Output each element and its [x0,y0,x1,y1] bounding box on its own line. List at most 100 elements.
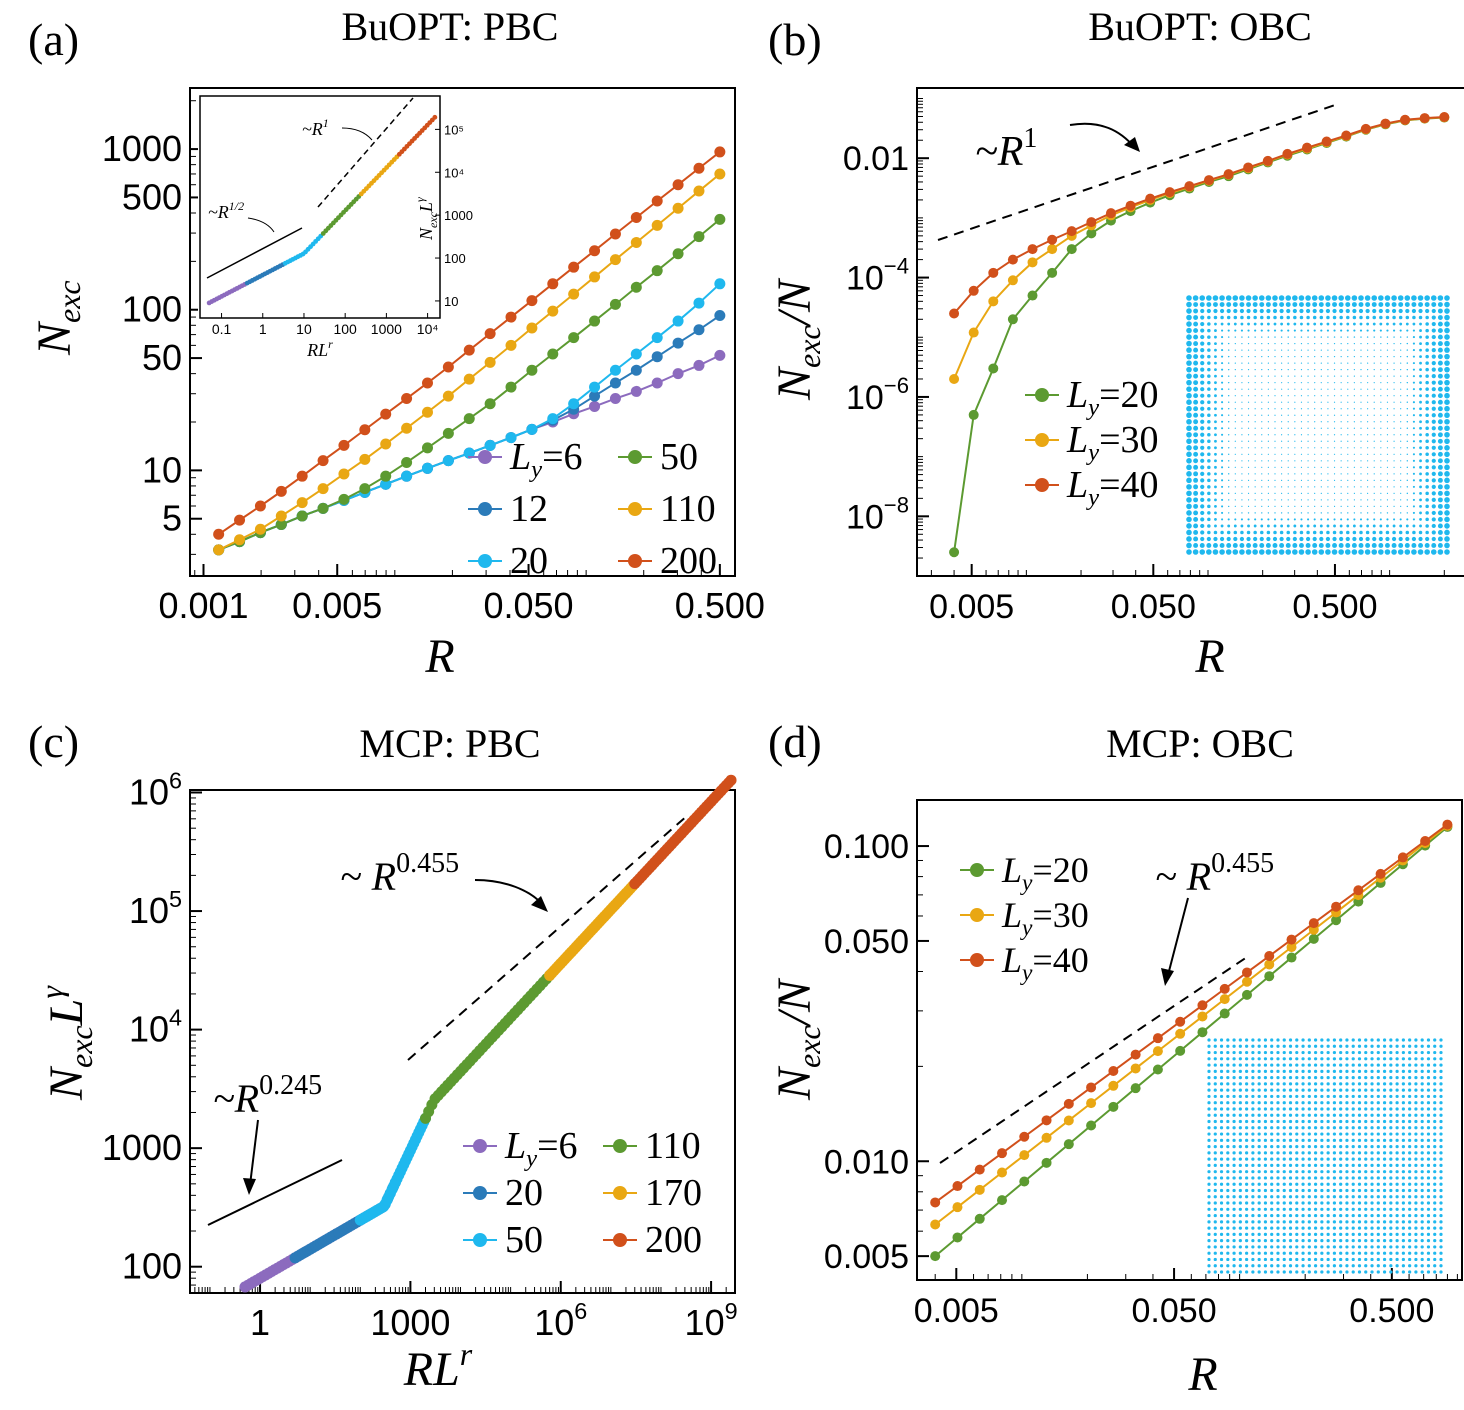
lattice-site [1287,362,1289,364]
lattice-site [1288,1151,1293,1155]
lattice-site [1379,329,1382,332]
data-point [1282,148,1293,159]
lattice-site [1288,1170,1293,1174]
lattice-site [1404,302,1410,307]
lattice-site [1186,386,1192,392]
lattice-site [1226,1038,1230,1042]
lattice-site [1295,1151,1299,1155]
lattice-site [1233,530,1238,535]
lattice-site [1261,395,1263,397]
panel-b-frame [916,87,1464,577]
lattice-site [1351,1257,1355,1262]
legend-value: =40 [1099,464,1158,506]
lattice-site [1294,473,1296,475]
lattice-site [1401,1113,1405,1117]
lattice-site [1347,362,1349,364]
lattice-site [1254,349,1256,351]
lattice-site [1431,510,1436,516]
lattice-site [1366,524,1370,528]
lattice-site [1420,1239,1424,1243]
lattice-site [1186,438,1192,445]
lattice-site [1186,536,1192,542]
lattice-site [1419,433,1422,437]
lattice-site [1412,342,1415,345]
lattice-site [1314,453,1316,455]
lattice-site [1313,1050,1318,1055]
lattice-site [1364,1270,1368,1274]
lattice-site [1274,356,1276,358]
lattice-site [1420,1264,1424,1268]
lattice-site [1444,399,1450,406]
lattice-site [1382,1094,1387,1099]
lattice-site [1357,1232,1362,1236]
lattice-site [1439,1138,1443,1142]
lattice-site [1320,1220,1324,1224]
lattice-site [1345,1138,1349,1142]
lattice-site [1364,549,1371,555]
lattice-site [1364,1069,1368,1073]
lattice-site [1382,1251,1387,1255]
lattice-site [1417,549,1424,555]
lattice-site [1220,322,1224,326]
lattice-site [1219,536,1225,542]
lattice-site [1433,1119,1437,1124]
lattice-site [1214,322,1217,326]
lattice-site [1405,524,1409,528]
lattice-site [1214,518,1217,521]
data-point [1086,228,1097,239]
lattice-site [1207,485,1211,489]
lattice-site [1213,1144,1217,1149]
lattice-site [1251,1038,1255,1042]
lattice-site [1314,382,1316,384]
lattice-site [1213,1157,1217,1161]
lattice-site [1406,486,1409,488]
lattice-site [1299,302,1304,307]
lattice-site [1367,375,1369,377]
lattice-site [1292,308,1297,314]
lattice-site [1340,440,1342,442]
lattice-site [1345,1170,1349,1174]
lattice-site [1395,1157,1399,1161]
lattice-site [1294,401,1296,403]
inset-background [198,95,442,320]
lattice-site [1406,355,1409,358]
lattice-site [1433,1176,1437,1180]
lattice-site [1313,1063,1318,1067]
lattice-site [1300,460,1303,462]
y-tick-exponent: −6 [884,373,909,398]
lattice-site [1333,421,1336,423]
lattice-site [1393,336,1395,338]
lattice-site [1393,329,1396,332]
lattice-site [1333,479,1336,481]
lattice-site [1193,399,1199,405]
lattice-site [1307,1132,1311,1136]
lattice-site [1370,1094,1374,1099]
data-point [338,468,350,480]
lattice-site [1380,342,1382,345]
lattice-site [1260,322,1264,326]
lattice-site [1414,1076,1418,1080]
lattice-site [1376,1170,1380,1174]
data-point [1308,918,1319,929]
lattice-site [1207,504,1211,509]
lattice-site [1245,1213,1249,1218]
lattice-site [1213,1126,1217,1130]
lattice-site [1380,375,1382,377]
lattice-site [1257,1113,1261,1117]
lattice-site [1382,1188,1387,1193]
lattice-site [1300,336,1303,338]
lattice-site [1207,1063,1211,1067]
lattice-site [1252,302,1258,307]
y-tick-label: 10−8 [846,492,909,536]
lattice-site [1401,1188,1405,1193]
lattice-site [1340,479,1342,481]
lattice-site [1382,1126,1387,1130]
lattice-site [1408,1207,1412,1211]
lattice-site [1331,549,1338,555]
legend-swatch-dot [478,502,492,516]
data-point [1243,162,1254,173]
lattice-site [1282,1182,1286,1186]
lattice-site [1431,315,1436,320]
panel-b-series [949,112,1450,558]
lattice-site [1301,1170,1305,1174]
